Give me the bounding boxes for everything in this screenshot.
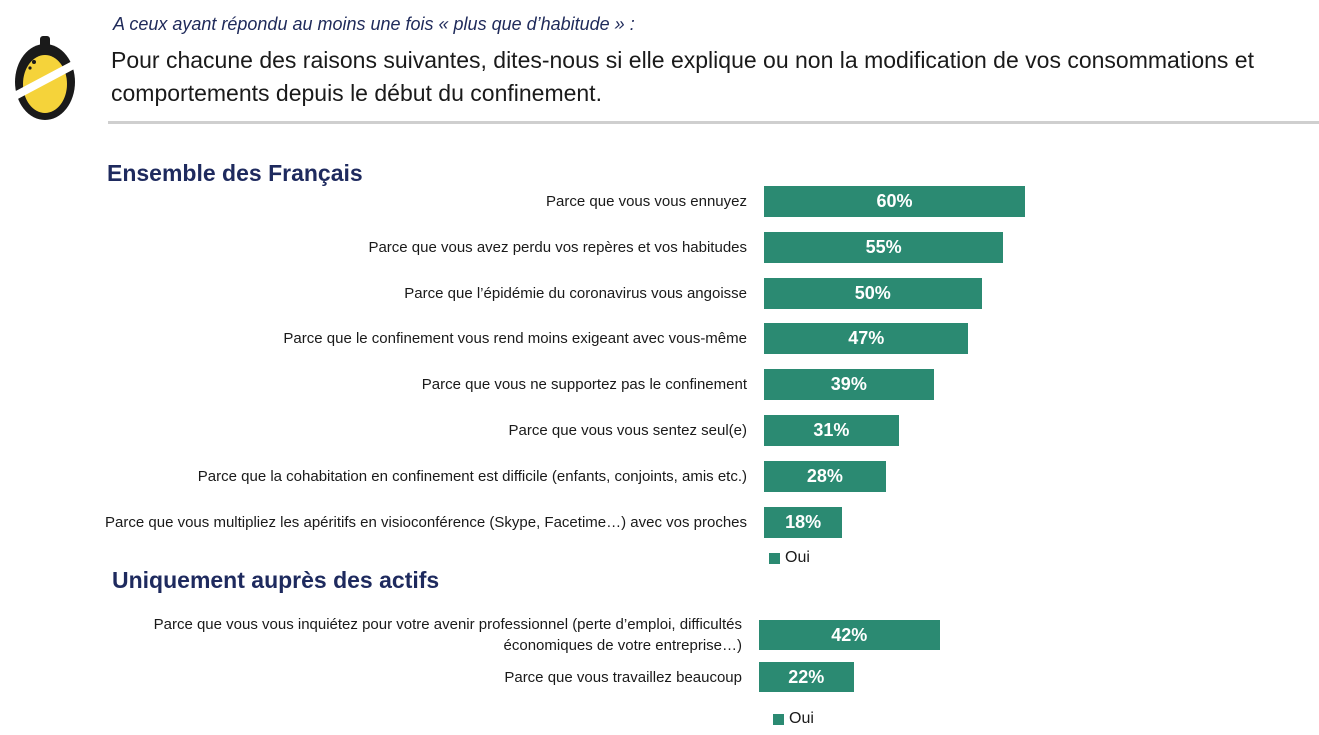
category-label: Parce que vous avez perdu vos repères et… xyxy=(368,239,747,256)
bar-value-label: 31% xyxy=(813,420,850,440)
bar-value-label: 22% xyxy=(788,666,825,687)
legend-swatch xyxy=(773,713,784,725)
category-label: Parce que vous ne supportez pas le confi… xyxy=(421,376,747,393)
bar-value-label: 39% xyxy=(830,374,867,394)
bar: 47% xyxy=(764,323,969,354)
category-label: Parce que vous vous sentez seul(e) xyxy=(508,422,747,439)
legend-label: Oui xyxy=(789,710,814,727)
bar-value-label: 47% xyxy=(848,328,885,348)
legend-ensemble: Oui xyxy=(769,549,810,567)
lemon-logo xyxy=(12,36,78,120)
category-label: Parce que vous travaillez beaucoup xyxy=(504,668,742,686)
bar-value-label: 28% xyxy=(806,466,843,486)
category-label: Parce que vous vous ennuyez xyxy=(546,193,747,210)
bar-value-label: 42% xyxy=(831,624,868,645)
bar-value-label: 18% xyxy=(785,512,822,532)
category-label: Parce que le confinement vous rend moins… xyxy=(283,330,747,347)
question-text: Pour chacune des raisons suivantes, dite… xyxy=(111,47,1254,106)
bar: 18% xyxy=(764,507,843,538)
category-label: Parce que vous vous inquiétez pour votre… xyxy=(153,616,742,654)
legend-label: Oui xyxy=(785,549,810,566)
bar: 50% xyxy=(764,278,982,309)
category-label: Parce que vous multipliez les apéritifs … xyxy=(105,514,747,531)
category-label: Parce que la cohabitation en confinement… xyxy=(197,468,747,485)
bar: 31% xyxy=(764,415,899,446)
category-label: Parce que l’épidémie du coronavirus vous… xyxy=(404,285,747,302)
bar: 55% xyxy=(764,232,1004,263)
bar: 28% xyxy=(764,461,886,492)
bar-value-label: 55% xyxy=(865,237,902,257)
legend-actifs: Oui xyxy=(773,710,814,728)
section-title-ensemble: Ensemble des Français xyxy=(107,160,363,186)
bar: 22% xyxy=(759,662,854,692)
legend-swatch xyxy=(769,552,780,564)
bar: 60% xyxy=(764,186,1025,217)
section-title-actifs: Uniquement auprès des actifs xyxy=(112,567,440,593)
intro-subtitle: A ceux ayant répondu au moins une fois «… xyxy=(113,14,635,34)
bar: 39% xyxy=(764,369,934,400)
bar-value-label: 50% xyxy=(854,283,891,303)
bar: 42% xyxy=(759,620,940,650)
bar-value-label: 60% xyxy=(876,191,913,211)
header-divider xyxy=(108,121,1319,124)
